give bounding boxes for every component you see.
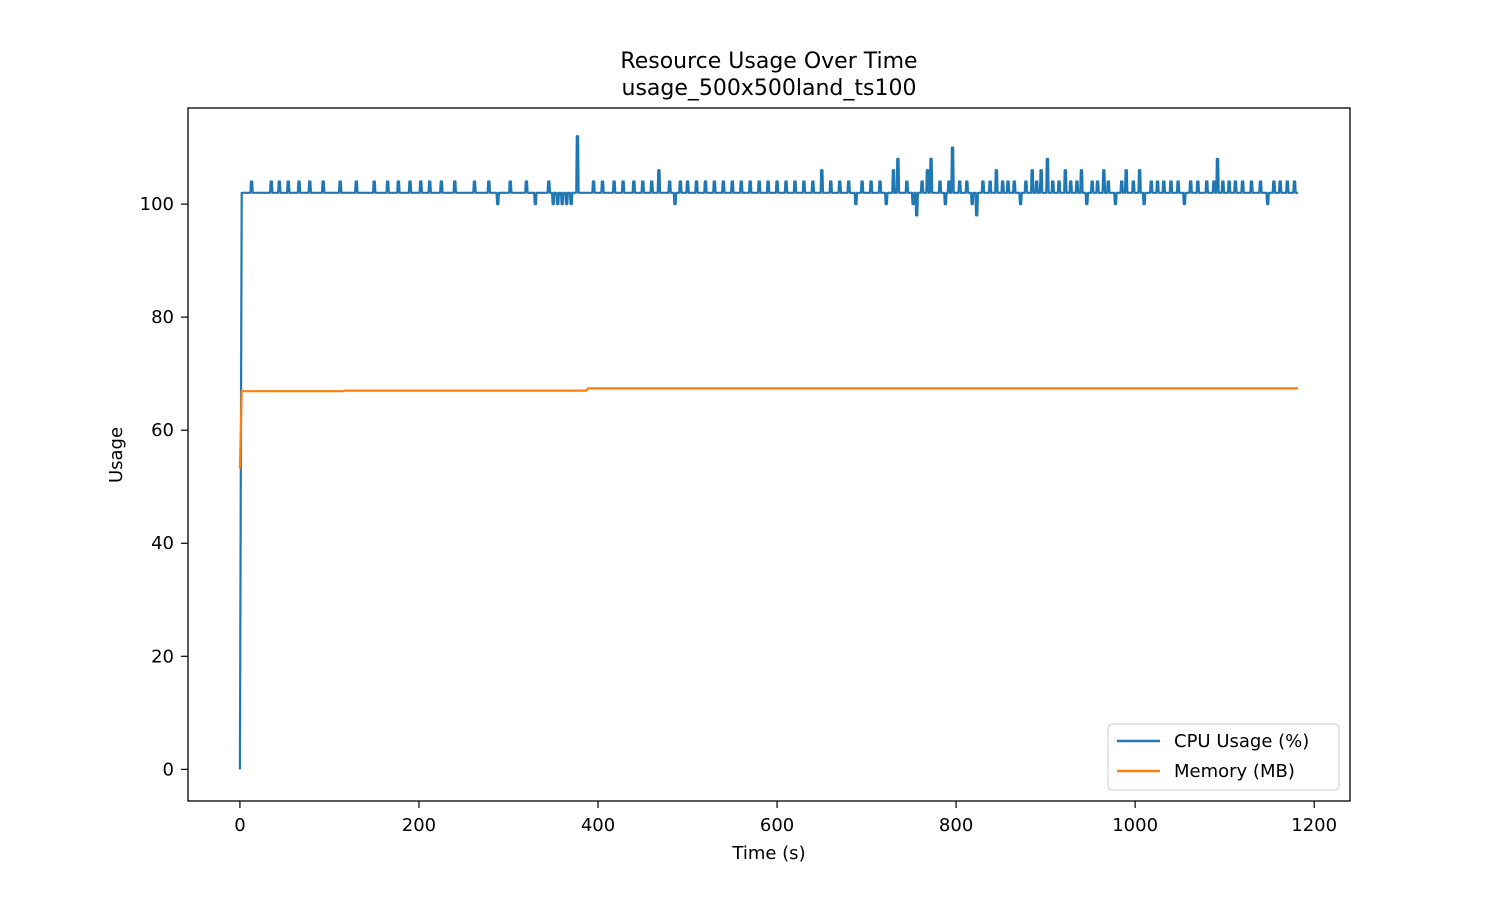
y-tick-label-0: 0 — [163, 759, 174, 780]
chart-title: Resource Usage Over Time — [620, 49, 917, 74]
x-tick-label-1: 200 — [402, 815, 436, 836]
y-tick-label-4: 80 — [151, 307, 174, 328]
plot-frame — [187, 107, 1351, 802]
series-line-memory — [238, 387, 1299, 469]
series-layer — [238, 135, 1299, 770]
x-tick-label-4: 800 — [939, 815, 973, 836]
y-tick-label-2: 40 — [151, 533, 174, 554]
x-tick-label-5: 1000 — [1112, 815, 1158, 836]
legend-box — [1107, 723, 1340, 791]
legend: CPU Usage (%) Memory (MB) — [1107, 723, 1340, 791]
legend-label-memory: Memory (MB) — [1174, 761, 1295, 782]
y-tick-label-5: 100 — [140, 194, 174, 215]
series-line-cpu — [238, 135, 1299, 770]
x-tick-label-6: 1200 — [1291, 815, 1337, 836]
x-tick-label-3: 600 — [760, 815, 794, 836]
legend-label-cpu: CPU Usage (%) — [1174, 731, 1309, 752]
x-axis-label: Time (s) — [731, 843, 805, 864]
y-tick-label-3: 60 — [151, 420, 174, 441]
x-tick-label-2: 400 — [581, 815, 615, 836]
y-axis-label: Usage — [106, 427, 127, 483]
x-axis: 0 200 400 600 800 1000 1200 — [234, 801, 1337, 836]
y-axis: 0 20 40 60 80 100 — [140, 194, 188, 780]
x-tick-label-0: 0 — [234, 815, 245, 836]
y-tick-label-1: 20 — [151, 646, 174, 667]
chart-subtitle: usage_500x500land_ts100 — [622, 76, 917, 101]
